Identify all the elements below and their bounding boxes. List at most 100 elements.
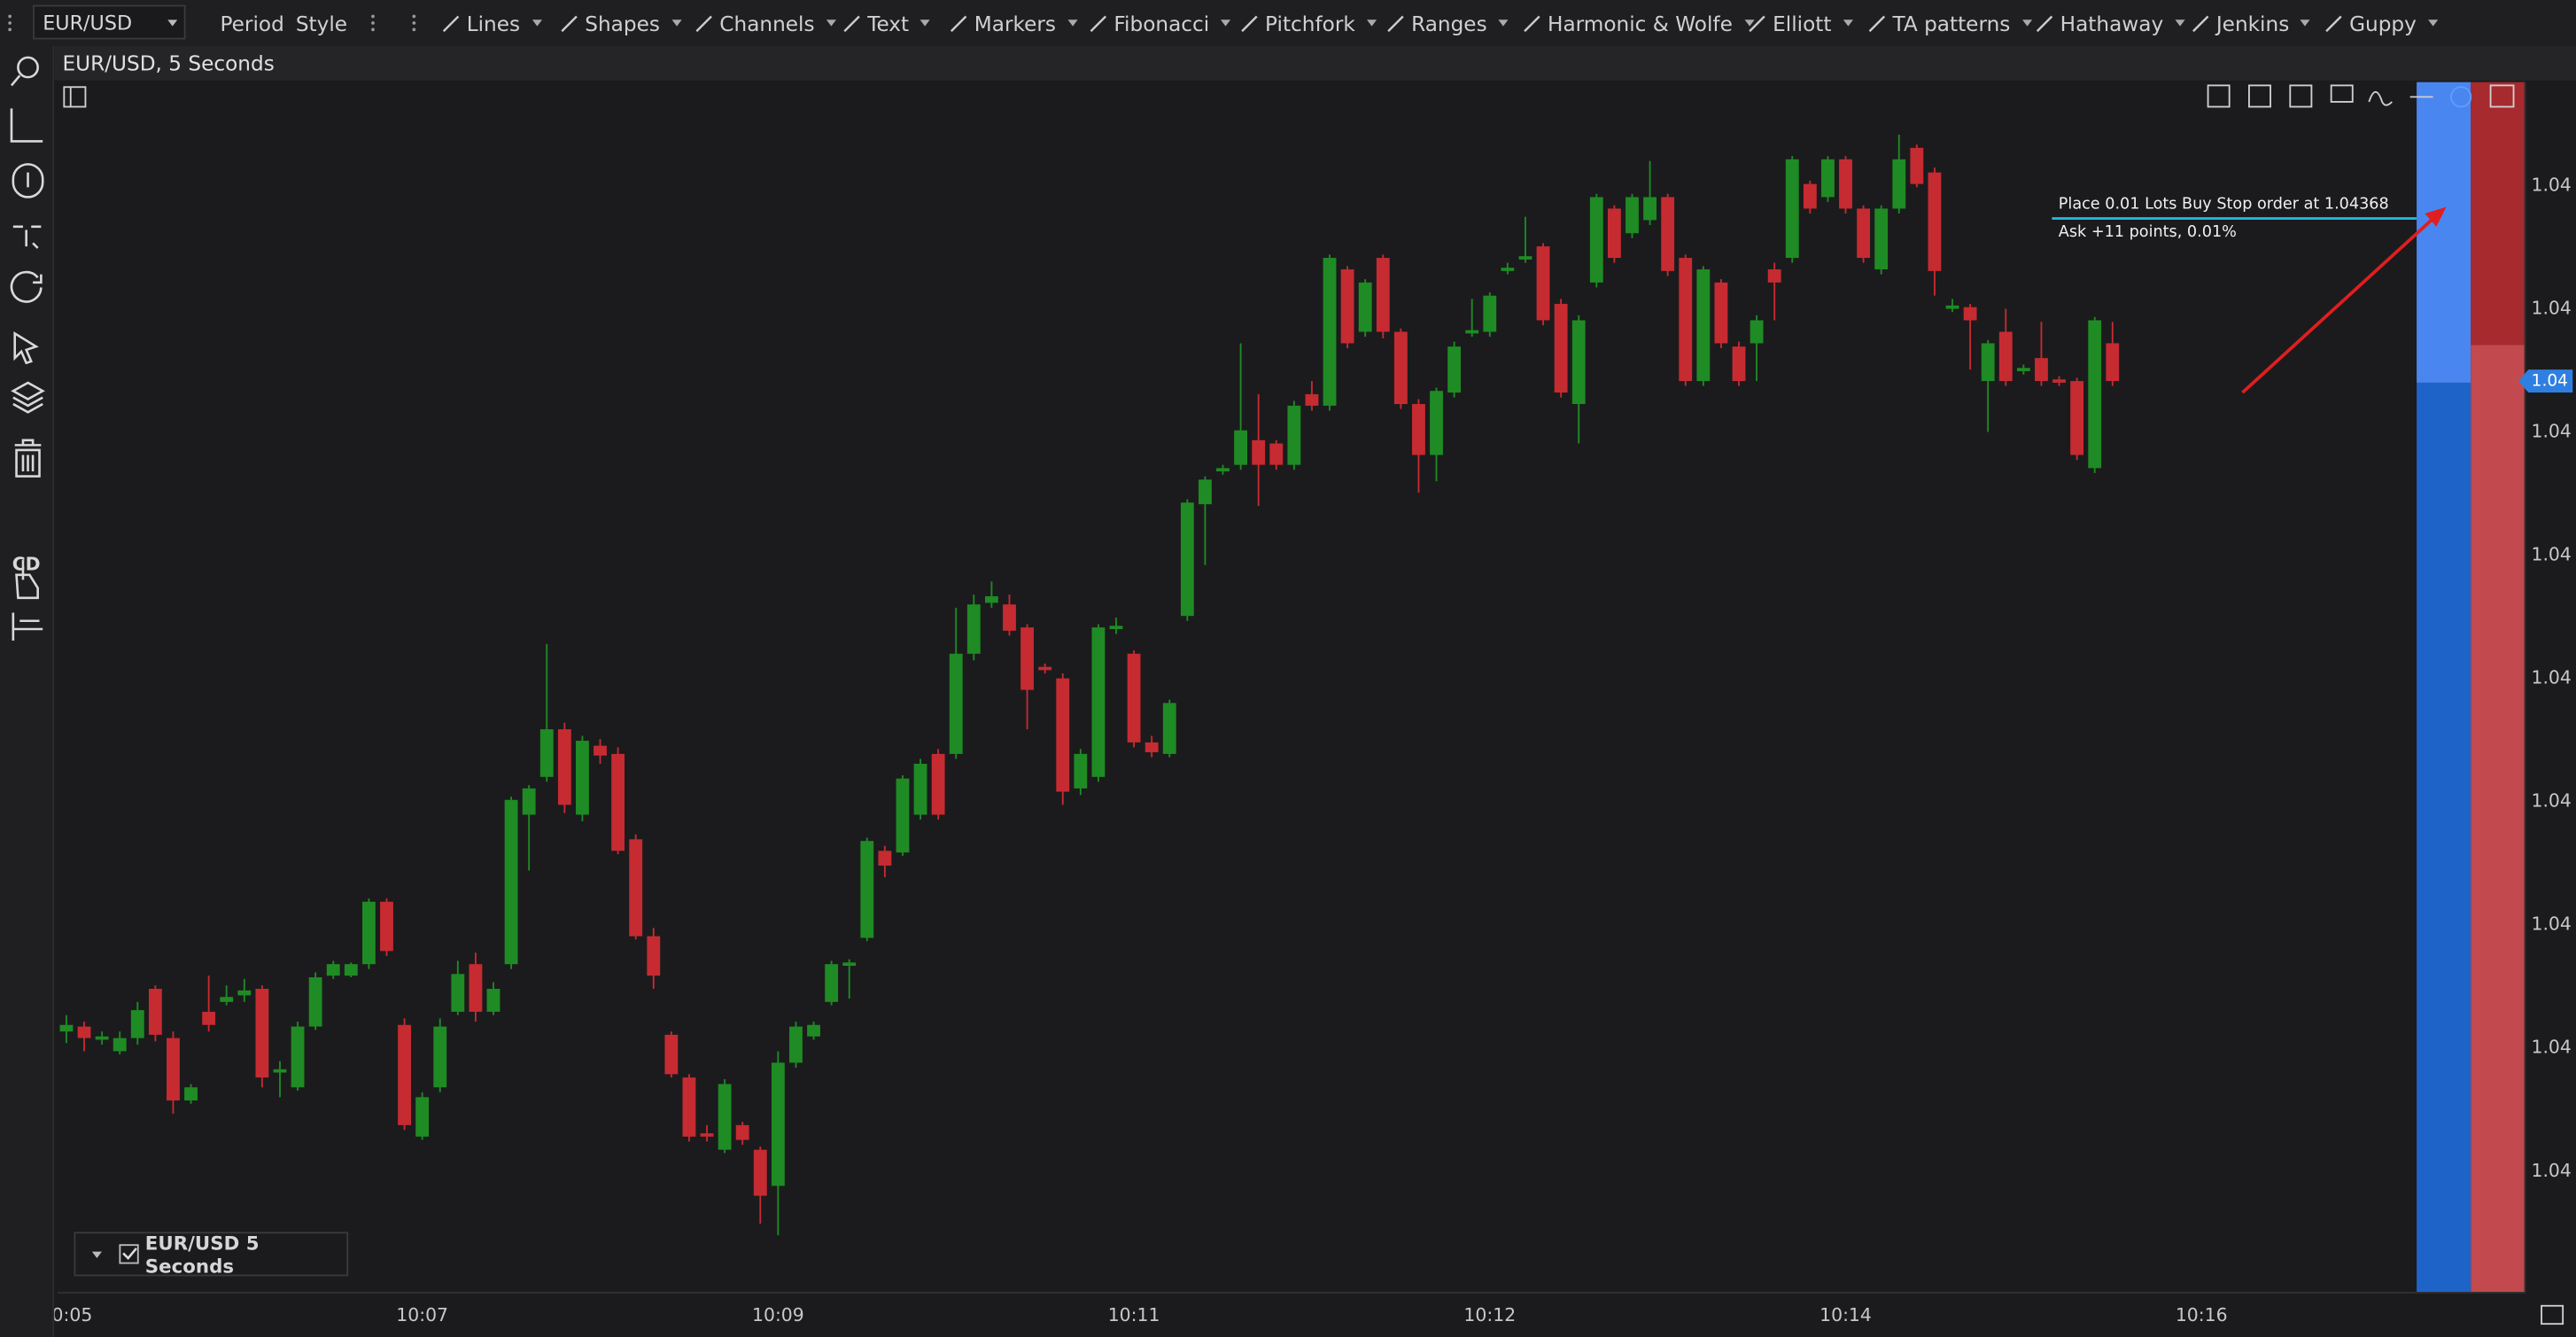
- candle-body: [1643, 197, 1657, 221]
- tool-icon: [442, 14, 460, 32]
- candle-body: [557, 729, 571, 805]
- toolbar-item[interactable]: Text: [842, 0, 934, 46]
- candle-body: [1732, 346, 1746, 382]
- toolbar-item[interactable]: Markers: [948, 0, 1081, 46]
- candle-body: [1571, 320, 1586, 405]
- dom-ask-light: [2471, 345, 2526, 1293]
- candle-body: [629, 839, 643, 937]
- separator: [412, 14, 416, 32]
- tool-icon: [843, 14, 860, 32]
- sidebar-icons[interactable]: [0, 46, 54, 670]
- caret: [2021, 19, 2032, 27]
- candle-body: [1056, 678, 1070, 792]
- toolbar-item[interactable]: TA patterns: [1866, 0, 2035, 46]
- toolbar-item[interactable]: Pitchfork: [1238, 0, 1379, 46]
- toolbar-item[interactable]: Channels: [694, 0, 840, 46]
- legend-label: EUR/USD 5 Seconds: [144, 1231, 260, 1278]
- candle-body: [2035, 358, 2048, 382]
- legend-controls[interactable]: [75, 1232, 145, 1276]
- candle-body: [1393, 331, 1408, 405]
- candle-body: [1554, 303, 1568, 393]
- cd-label: CD: [12, 552, 41, 574]
- caret: [671, 19, 682, 27]
- candle-body: [1679, 258, 1693, 382]
- candle-body: [1199, 479, 1212, 505]
- toolbar-item[interactable]: Style: [296, 0, 347, 46]
- candle-body: [718, 1084, 732, 1150]
- candle-body: [966, 604, 981, 654]
- candle-body: [1287, 405, 1301, 465]
- candle-body: [700, 1133, 714, 1137]
- toolbar-item[interactable]: Hathaway: [2034, 0, 2188, 46]
- x-tick-label: 10:12: [1463, 1304, 1516, 1325]
- candle-body: [735, 1124, 749, 1140]
- toolbar-item[interactable]: Lines: [440, 0, 545, 46]
- tool-icon: [2192, 14, 2209, 32]
- y-tick-label: 1.04: [2531, 913, 2571, 935]
- candle-body: [1536, 246, 1550, 321]
- label: Text: [867, 11, 910, 35]
- layout-icon[interactable]: [2541, 1304, 2564, 1325]
- dom-ask-dark: [2471, 82, 2526, 346]
- candle-body: [113, 1038, 127, 1052]
- candle-body: [1234, 430, 1248, 465]
- cd-button[interactable]: CD: [6, 544, 46, 583]
- toolbar-item[interactable]: Fibonacci: [1088, 0, 1234, 46]
- candle-body: [1892, 159, 1906, 209]
- x-tick-label: 10:07: [396, 1304, 448, 1325]
- candle-body: [1767, 269, 1781, 283]
- candle-body: [1661, 197, 1675, 271]
- candle-body: [344, 964, 358, 976]
- candle-body: [1109, 626, 1123, 630]
- toolbar-item[interactable]: Elliott: [1746, 0, 1856, 46]
- candle-body: [825, 964, 839, 1002]
- candle-body: [1038, 666, 1052, 671]
- candle-body: [1216, 468, 1230, 472]
- toolbar-item[interactable]: Jenkins: [2190, 0, 2314, 46]
- candle-body: [1589, 197, 1603, 283]
- caret: [826, 19, 836, 27]
- caret: [1366, 19, 1377, 27]
- label: Pitchfork: [1265, 11, 1355, 35]
- candle-body: [931, 753, 945, 815]
- toolbar-item[interactable]: Ranges: [1385, 0, 1511, 46]
- candle-body: [148, 988, 162, 1035]
- panel-toggle-icon[interactable]: [63, 86, 87, 108]
- caret: [2427, 19, 2439, 27]
- x-tick-label: 10:14: [1819, 1304, 1872, 1325]
- label: Style: [295, 11, 348, 35]
- candle-body: [1465, 330, 1479, 334]
- candle-body: [415, 1097, 430, 1137]
- candle-body: [860, 841, 874, 938]
- toolbar-item[interactable]: Period: [221, 0, 284, 46]
- candle-body: [59, 1024, 74, 1032]
- chart-tools[interactable]: [2207, 84, 2515, 108]
- toolbar-item[interactable]: Harmonic & Wolfe: [1521, 0, 1757, 46]
- last-price-marker: [2518, 369, 2573, 393]
- dom-bid-light: [2417, 82, 2471, 383]
- candle-body: [2016, 368, 2030, 371]
- caret: [2175, 19, 2185, 27]
- label: Guppy: [2349, 11, 2417, 35]
- label: TA patterns: [1892, 11, 2011, 35]
- sidebar: CD: [0, 45, 55, 1337]
- candle-body: [1821, 159, 1835, 198]
- candle-body: [1162, 703, 1176, 754]
- label: Markers: [974, 11, 1057, 35]
- label: Fibonacci: [1113, 11, 1210, 35]
- label: Lines: [466, 11, 521, 35]
- candle-body: [1910, 147, 1924, 184]
- tool-icon: [2036, 14, 2053, 32]
- candle-body: [77, 1026, 91, 1038]
- candle-body: [576, 741, 589, 815]
- candle-body: [539, 729, 554, 777]
- symbol-select[interactable]: EUR/USD: [33, 4, 186, 40]
- y-tick-label: 1.04: [2531, 544, 2571, 565]
- candle-body: [1305, 393, 1319, 406]
- toolbar-item[interactable]: Guppy: [2323, 0, 2440, 46]
- candle-body: [842, 962, 857, 967]
- candle-body: [1607, 208, 1621, 259]
- toolbar-item[interactable]: Shapes: [559, 0, 685, 46]
- candle-body: [1358, 282, 1372, 332]
